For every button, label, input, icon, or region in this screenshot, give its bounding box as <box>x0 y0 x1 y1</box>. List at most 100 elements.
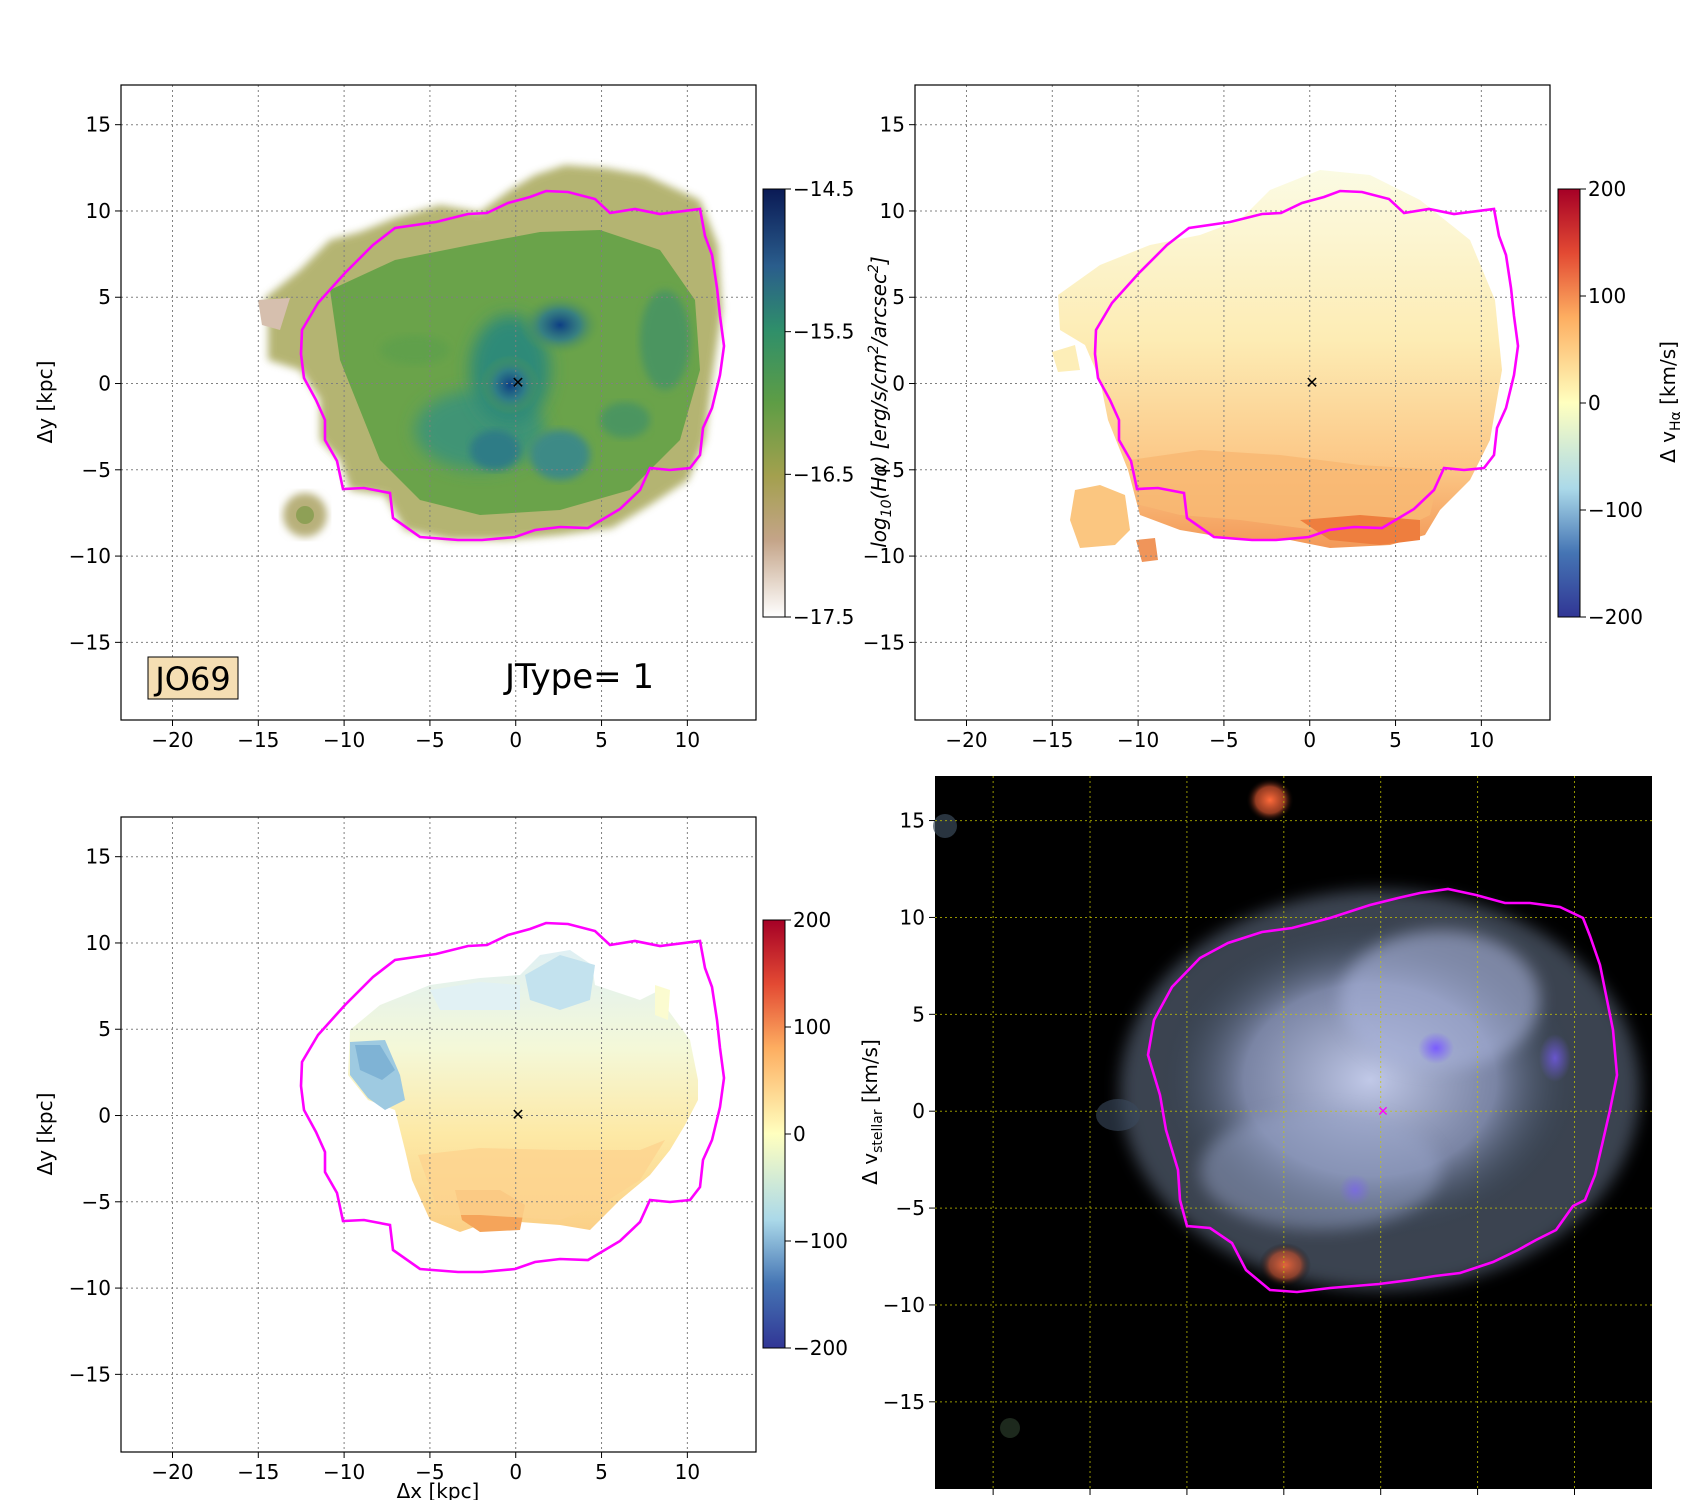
colorbar-tick-label: −17.5 <box>793 605 854 629</box>
galaxy-id-box: JO69 <box>147 656 239 700</box>
colorbar-tick-label: −16.5 <box>793 462 854 486</box>
center-marker-icon: ✕ <box>1377 1104 1389 1120</box>
y-tick-label: 10 <box>86 931 111 955</box>
y-tick-label: −15 <box>69 1362 111 1386</box>
y-tick-label: −15 <box>69 630 111 654</box>
y-tick-label: −5 <box>82 1190 111 1214</box>
x-tick-label: −10 <box>323 1460 365 1484</box>
galaxy-id-label: JO69 <box>153 660 230 698</box>
x-tick-label: −5 <box>1269 1497 1298 1500</box>
x-tick-label: 5 <box>595 1460 608 1484</box>
y-tick-label: 0 <box>98 1104 111 1128</box>
axis-ticks: −20 −15 −10 −5 0 5 10 15 10 5 0 −5 −10 −15 <box>863 113 1494 752</box>
y-tick-label: 5 <box>892 285 905 309</box>
x-tick-label: 5 <box>595 728 608 752</box>
colorbar-halpha: −14.5 −15.5 −16.5 −17.5 <box>762 177 854 629</box>
y-tick-label: 5 <box>98 285 111 309</box>
colorbar-tick-label: 200 <box>793 908 831 932</box>
x-tick-label: −10 <box>323 728 365 752</box>
y-tick-label: −5 <box>876 458 905 482</box>
x-tick-label: −15 <box>237 1460 279 1484</box>
y-tick-label: 5 <box>98 1017 111 1041</box>
x-tick-label: 10 <box>1469 728 1494 752</box>
y-tick-label: 10 <box>880 199 905 223</box>
colorbar-vstellar: 200 100 0 −100 −200 <box>762 908 848 1360</box>
x-tick-label: 0 <box>509 728 522 752</box>
colorbar-tick-label: 100 <box>1588 284 1626 308</box>
colorbar-tick-label: −100 <box>1588 498 1643 522</box>
panel-halpha-velocity: ✕ −20 −15 −10 −5 0 5 10 15 10 5 0 −5 −10 −15 log10(Hα… <box>863 84 1551 752</box>
y-tick-label: −10 <box>863 544 905 568</box>
panel-halpha-flux: ✕ JO69 JType= 1 −20 −15 −10 −5 0 5 10151050−5−… <box>33 84 757 752</box>
x-tick-label: −20 <box>151 1460 193 1484</box>
colorbar-tick-label: −15.5 <box>793 320 854 344</box>
y-tick-label: 10 <box>86 199 111 223</box>
grid-lines <box>935 776 1652 1489</box>
y-tick-label: 5 <box>912 1002 925 1026</box>
colorbar-tick-label: −200 <box>1588 605 1643 629</box>
x-tick-label: 10 <box>1562 1497 1587 1500</box>
center-marker-icon: ✕ <box>511 373 524 392</box>
y-tick-label: −10 <box>69 544 111 568</box>
x-tick-label: 10 <box>675 728 700 752</box>
rgb-galaxy-image <box>933 778 1640 1438</box>
y-tick-label: −10 <box>69 1276 111 1300</box>
x-tick-label: 5 <box>1471 1497 1484 1500</box>
y-tick-label: 0 <box>892 372 905 396</box>
axis-ticks: −20 −15 −10 −5 0 5 10 15 10 5 0 −5 −10 −15 <box>69 845 700 1484</box>
y-tick-label: 15 <box>86 845 111 869</box>
x-tick-label: −10 <box>1117 728 1159 752</box>
x-tick-label: 5 <box>1389 728 1402 752</box>
x-tick-label: −20 <box>945 728 987 752</box>
galaxy-contour <box>1093 189 1520 542</box>
y-tick-label: 15 <box>900 809 925 833</box>
x-tick-label: −15 <box>237 728 279 752</box>
y-tick-label: 15 <box>880 113 905 137</box>
galaxy-contour <box>299 921 726 1274</box>
y-tick-label: 15 <box>86 113 111 137</box>
grid-lines <box>121 817 756 1452</box>
halpha-flux-map <box>258 165 722 540</box>
y-axis-label: Δy [kpc] <box>33 361 57 444</box>
vstellar-axis-label: Δ vstellar [km/s] <box>858 1039 886 1185</box>
center-marker-icon: ✕ <box>511 1105 524 1124</box>
x-tick-label: −5 <box>1209 728 1238 752</box>
jtype-label: JType= 1 <box>503 657 654 697</box>
x-tick-label: −20 <box>972 1497 1014 1500</box>
colorbar-tick-label: 0 <box>1588 391 1601 415</box>
galaxy-contour <box>299 189 726 542</box>
y-tick-label: −15 <box>863 630 905 654</box>
grid-lines <box>121 85 756 720</box>
colorbar-tick-label: −200 <box>793 1336 848 1360</box>
x-tick-label: −15 <box>1031 728 1073 752</box>
x-tick-label: 0 <box>1374 1497 1387 1500</box>
y-axis-label: Δy [kpc] <box>33 1093 57 1176</box>
x-tick-label: 0 <box>509 1460 522 1484</box>
x-tick-label: 0 <box>1303 728 1316 752</box>
colorbar-vha: 200 100 0 −100 −200 Δ vHα [km/s] <box>1557 177 1684 629</box>
center-marker-icon: ✕ <box>1305 373 1318 392</box>
x-tick-label: −15 <box>1069 1497 1111 1500</box>
x-axis-label: Δx [kpc] <box>397 1479 480 1500</box>
y-tick-label: −5 <box>82 458 111 482</box>
stellar-velocity-map <box>348 950 698 1232</box>
vha-axis-label: Δ vHα [km/s] <box>1656 341 1684 463</box>
panel-stellar-velocity: ✕ −20 −15 −10 −5 0 5 10 15 10 5 0 −5 −10 −15 Δy [kpc]… <box>33 816 757 1500</box>
colorbar-tick-label: −14.5 <box>793 177 854 201</box>
y-tick-label: −10 <box>883 1293 925 1317</box>
colorbar-tick-label: 100 <box>793 1015 831 1039</box>
grid-lines <box>915 85 1550 720</box>
axis-ticks: −20 −15 −10 −5 0 5 10 15 10 5 0 −5 −10 −15 <box>883 809 1587 1500</box>
colorbar-tick-label: −100 <box>793 1229 848 1253</box>
x-tick-label: −10 <box>1166 1497 1208 1500</box>
y-tick-label: 0 <box>912 1099 925 1123</box>
y-tick-label: −5 <box>896 1196 925 1220</box>
y-tick-label: 0 <box>98 372 111 396</box>
x-tick-label: 10 <box>675 1460 700 1484</box>
y-tick-label: −15 <box>883 1390 925 1414</box>
colorbar-tick-label: 0 <box>793 1122 806 1146</box>
panel-rgb-image: ✕ −20 −15 −10 −5 0 5 10 15 10 5 0 −5 −10 −15 Δ vstell… <box>858 776 1652 1500</box>
axis-ticks: −20 −15 −10 −5 0 5 10 15 10 5 0 −5 −10 −15 <box>69 113 700 752</box>
colorbar-tick-label: 200 <box>1588 177 1626 201</box>
